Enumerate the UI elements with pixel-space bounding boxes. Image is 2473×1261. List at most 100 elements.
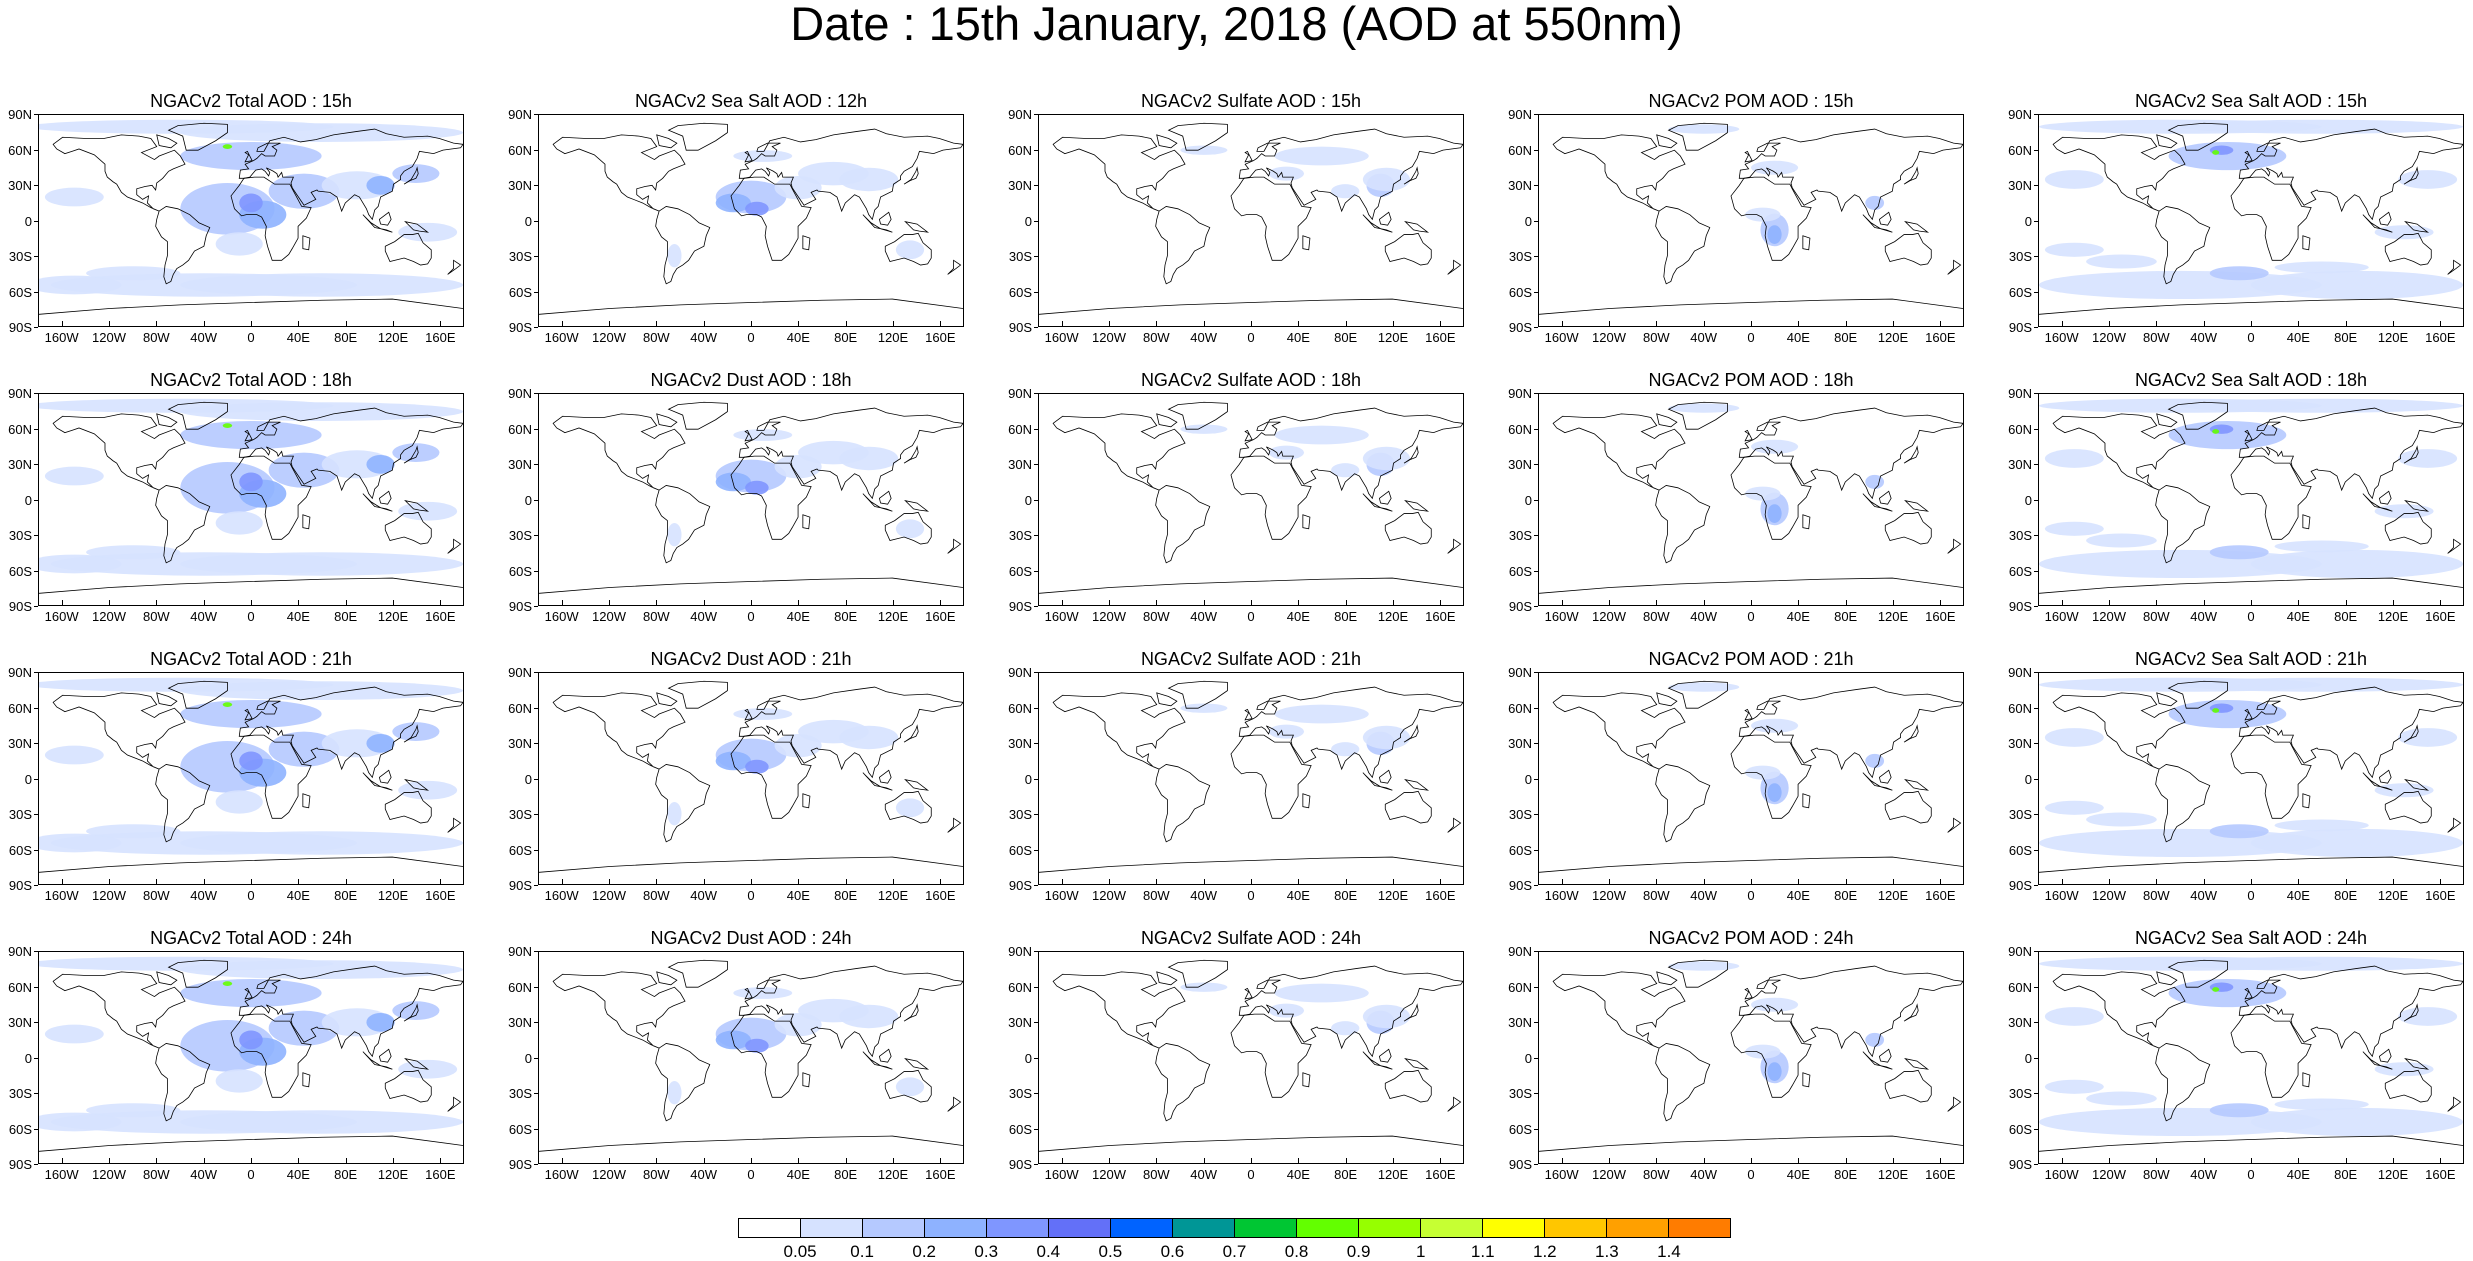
lon-tick [2298, 879, 2300, 885]
lon-tick [1940, 321, 1942, 327]
lat-tick [34, 672, 38, 673]
panel-title: NGACv2 Total AOD : 18h [150, 370, 352, 390]
map-plot-area [2038, 114, 2464, 327]
aod-shade [2044, 242, 2104, 257]
lon-label: 80W [1642, 609, 1670, 624]
lon-label: 80W [1642, 330, 1670, 345]
coastline [1730, 1013, 1812, 1098]
lon-label: 160W [44, 330, 79, 345]
map-plot-area [38, 114, 464, 327]
coastline [403, 1003, 419, 1022]
lon-tick [345, 600, 347, 606]
coastline [552, 971, 686, 1049]
lat-label: 90N [1008, 107, 1032, 122]
lon-label: 120W [592, 888, 626, 903]
coastline [1403, 1003, 1419, 1022]
coastline [2447, 259, 2462, 275]
aod-shade [239, 193, 263, 213]
lon-tick [1061, 321, 1063, 327]
colorbar-cell [1173, 1219, 1235, 1237]
colorbar [738, 1218, 1731, 1238]
coastline [655, 764, 711, 843]
coastline [2362, 1051, 2393, 1070]
aod-shade [1767, 225, 1782, 244]
coastline [2052, 134, 2186, 212]
coastline [862, 1051, 893, 1070]
lat-tick [34, 535, 38, 536]
panel-title: NGACv2 POM AOD : 24h [1648, 928, 1854, 948]
aod-map [1039, 122, 1463, 315]
lon-label: 120E [1377, 888, 1409, 903]
lon-tick [2440, 879, 2442, 885]
lat-tick [2034, 499, 2038, 501]
coastline [1802, 514, 1811, 530]
aod-shade [392, 1001, 440, 1020]
lon-tick [393, 1158, 394, 1164]
lat-label: 30N [508, 457, 532, 472]
lon-label: 120W [1092, 888, 1126, 903]
aod-shade [180, 123, 463, 142]
lon-tick [203, 321, 205, 327]
lat-label: 90N [8, 665, 32, 680]
aod-map [2039, 677, 2463, 873]
lat-label: 90S [1008, 599, 1032, 614]
coastline [2156, 971, 2178, 986]
coastline [1155, 485, 1211, 564]
aod-shade [215, 790, 263, 814]
lat-tick [534, 707, 538, 709]
lon-tick [2251, 1158, 2252, 1164]
aod-shade [239, 472, 263, 492]
lon-tick [2345, 321, 2347, 327]
coastline [904, 500, 930, 512]
lon-label: 120E [1377, 1167, 1409, 1182]
lon-label: 160E [1925, 330, 1956, 345]
lat-tick [1034, 778, 1038, 780]
coastline [238, 128, 463, 221]
coastline [1403, 166, 1419, 185]
lat-label: 0 [1024, 492, 1032, 508]
lat-label: 0 [2024, 771, 2032, 787]
lat-tick [1534, 986, 1538, 988]
coastline [2052, 692, 2186, 770]
coastline [2039, 1135, 2463, 1152]
lon-tick [1845, 879, 1847, 885]
lat-tick [34, 256, 38, 257]
lon-label: 40E [286, 888, 310, 903]
lat-tick [534, 291, 538, 293]
aod-shade [180, 420, 322, 450]
aod-shade [2212, 150, 2220, 155]
lon-tick [1798, 879, 1800, 885]
coastline [2378, 490, 2392, 505]
lon-label: 0 [1747, 1167, 1755, 1182]
aod-shade [392, 164, 440, 183]
lon-label: 80E [2334, 1167, 2358, 1182]
map-plot-area [1538, 114, 1964, 327]
lon-tick [2251, 321, 2252, 327]
coastline [1378, 769, 1392, 784]
coastline [947, 1096, 962, 1112]
coastline [244, 708, 253, 721]
lon-tick [1609, 600, 1610, 606]
coastline [2052, 413, 2186, 491]
aod-shade [2212, 987, 2220, 992]
coastline [1862, 1051, 1893, 1070]
lon-label: 0 [747, 1167, 755, 1182]
lat-tick [2034, 1164, 2038, 1165]
lon-tick [1561, 321, 1563, 327]
lat-tick [534, 1164, 538, 1165]
aod-shade [1274, 146, 1369, 166]
lat-label: 30S [8, 1086, 32, 1101]
lon-label: 160W [544, 1167, 579, 1182]
lon-label: 0 [1247, 888, 1255, 903]
coastline [903, 724, 919, 743]
coastline [2039, 856, 2463, 873]
lon-tick [703, 1158, 705, 1164]
lat-tick [34, 1164, 38, 1165]
coastline [1667, 401, 1728, 430]
aod-shade [2168, 699, 2287, 729]
lon-label: 40E [1786, 1167, 1810, 1182]
lon-label: 40E [786, 330, 810, 345]
map-plot-area [38, 951, 464, 1164]
coastline [378, 1048, 392, 1063]
lon-label: 160W [1544, 888, 1579, 903]
